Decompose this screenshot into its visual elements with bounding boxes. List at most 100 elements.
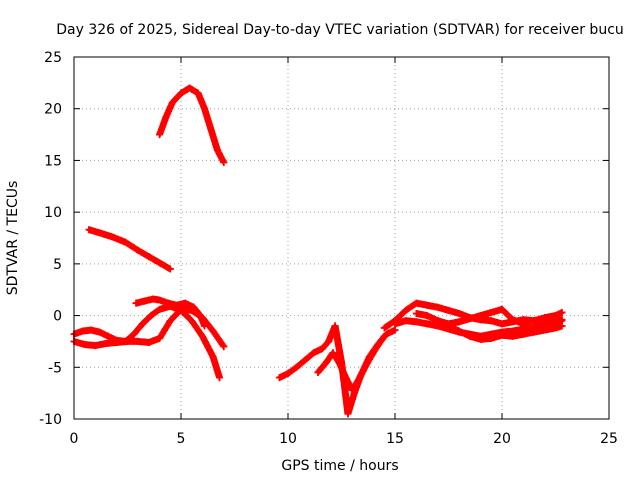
data-point — [477, 312, 485, 320]
data-point — [162, 113, 170, 121]
data-point — [130, 330, 138, 338]
data-point — [156, 334, 164, 342]
data-point — [552, 312, 559, 320]
axis-ticks: 0 5 10 15 20 25 -10 -5 0 5 10 15 20 25 — [39, 50, 618, 447]
data-point — [196, 312, 204, 320]
data-point — [216, 374, 224, 382]
data-point — [91, 342, 99, 350]
series-track-2 — [85, 226, 174, 273]
series-track-1 — [156, 84, 228, 166]
x-tick-label: 0 — [70, 431, 79, 447]
data-point — [434, 317, 442, 325]
data-point — [201, 322, 209, 330]
y-tick-label: 25 — [44, 50, 62, 66]
data-point — [412, 310, 420, 318]
data-point — [318, 345, 326, 353]
data-point — [194, 89, 202, 97]
data-point — [220, 343, 228, 351]
data-point — [530, 328, 538, 336]
data-point — [113, 336, 121, 344]
data-point — [498, 320, 506, 328]
data-point — [109, 233, 117, 241]
data-point — [177, 306, 185, 314]
data-point — [156, 305, 164, 313]
data-point — [380, 332, 388, 340]
data-point — [331, 322, 339, 330]
data-point — [455, 310, 463, 318]
data-point — [145, 338, 153, 346]
data-point — [423, 312, 431, 320]
data-point — [79, 327, 87, 335]
data-point — [284, 369, 292, 377]
data-point — [96, 328, 104, 336]
y-tick-label: 20 — [44, 102, 62, 118]
data-point — [201, 105, 209, 113]
grid — [74, 57, 609, 419]
data-point — [498, 305, 506, 313]
trace-markers — [275, 322, 399, 418]
data-point — [156, 131, 164, 139]
y-tick-label: 0 — [53, 309, 62, 325]
data-point — [168, 99, 176, 107]
data-point — [134, 337, 142, 345]
data-point — [455, 318, 463, 326]
data-point — [138, 320, 146, 328]
data-points — [70, 84, 566, 418]
data-point — [207, 125, 215, 133]
series-track-6 — [275, 322, 399, 418]
data-point — [81, 341, 89, 349]
x-tick-label: 25 — [600, 431, 618, 447]
data-point — [391, 326, 399, 334]
data-point — [156, 259, 164, 267]
series-track-5 — [132, 295, 209, 330]
data-point — [132, 299, 140, 307]
x-tick-label: 5 — [177, 431, 186, 447]
data-point — [541, 314, 549, 322]
data-point — [552, 324, 559, 332]
data-point — [412, 318, 420, 326]
data-point — [102, 339, 110, 347]
x-axis-label: GPS time / hours — [281, 458, 398, 474]
data-point — [372, 345, 380, 353]
data-point — [145, 253, 153, 261]
data-point — [181, 299, 189, 307]
data-point — [363, 359, 371, 367]
data-point — [344, 410, 352, 418]
data-point — [166, 265, 174, 273]
data-point — [402, 317, 410, 325]
series-track-11 — [434, 305, 566, 328]
data-point — [355, 376, 363, 384]
data-point — [509, 332, 517, 340]
data-point — [209, 353, 217, 361]
data-point — [329, 349, 337, 357]
series-track-7 — [314, 332, 388, 394]
data-point — [301, 356, 309, 364]
data-point — [188, 317, 196, 325]
data-point — [121, 238, 129, 246]
data-point — [186, 84, 194, 92]
data-point — [477, 335, 485, 343]
data-point — [104, 332, 112, 340]
x-tick-label: 10 — [279, 431, 297, 447]
data-point — [509, 316, 517, 324]
data-point — [147, 312, 155, 320]
data-point — [198, 332, 206, 340]
data-point — [558, 322, 566, 330]
y-axis-label: SDTVAR / TECUs — [5, 181, 21, 296]
data-point — [541, 326, 549, 334]
data-point — [134, 246, 142, 254]
data-point — [141, 297, 149, 305]
trace-markers — [156, 84, 228, 166]
data-point — [391, 320, 399, 328]
y-tick-label: 10 — [44, 205, 62, 221]
data-point — [487, 308, 495, 316]
data-point — [325, 337, 333, 345]
data-point — [323, 358, 331, 366]
data-point — [310, 349, 318, 357]
data-point — [177, 89, 185, 97]
data-point — [530, 317, 538, 325]
y-tick-label: 5 — [53, 257, 62, 273]
data-point — [466, 332, 474, 340]
data-point — [121, 337, 129, 345]
